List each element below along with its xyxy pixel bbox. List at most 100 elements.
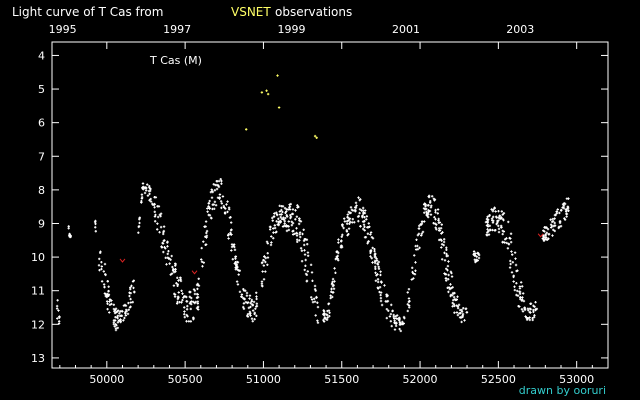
- visual-estimate-point: [412, 272, 415, 275]
- visual-estimate-point: [140, 193, 144, 196]
- visual-estimate-point: [209, 216, 213, 220]
- visual-estimate-point: [269, 225, 272, 229]
- visual-estimate-point: [516, 294, 520, 297]
- visual-estimate-point: [448, 287, 452, 291]
- visual-estimate-point: [369, 251, 372, 255]
- visual-estimate-point: [399, 329, 403, 333]
- visual-estimate-point: [295, 215, 299, 218]
- visual-estimate-point: [410, 278, 413, 281]
- visual-estimate-point: [210, 196, 214, 199]
- visual-estimate-point: [255, 295, 258, 298]
- visual-estimate-point: [459, 311, 462, 315]
- visual-estimate-point: [148, 192, 151, 196]
- visual-estimate-point: [440, 246, 443, 249]
- title-prefix: Light curve of T Cas from: [12, 5, 163, 19]
- visual-estimate-point: [115, 324, 118, 327]
- visual-estimate-point: [523, 306, 526, 310]
- visual-estimate-point: [326, 316, 329, 319]
- visual-estimate-point: [552, 228, 555, 232]
- visual-estimate-point: [453, 311, 456, 314]
- visual-estimate-point: [363, 225, 366, 229]
- visual-estimate-point: [285, 210, 288, 213]
- visual-estimate-point: [367, 222, 370, 225]
- visual-estimate-point: [526, 317, 530, 320]
- visual-estimate-point: [137, 231, 140, 234]
- visual-estimate-point: [542, 239, 546, 243]
- visual-estimate-point: [451, 286, 454, 289]
- visual-estimate-point: [549, 226, 553, 229]
- visual-estimate-point: [314, 314, 317, 317]
- visual-estimate-point: [249, 305, 252, 309]
- visual-estimate-point: [428, 209, 432, 213]
- visual-estimate-point: [246, 301, 250, 304]
- visual-estimate-point: [272, 231, 275, 234]
- visual-estimate-point: [348, 211, 352, 215]
- visual-estimate-point: [158, 231, 161, 234]
- visual-estimate-point: [294, 218, 297, 221]
- visual-estimate-point: [164, 256, 167, 260]
- visual-estimate-point: [549, 223, 553, 226]
- visual-estimate-point: [290, 212, 294, 216]
- visual-estimate-point: [280, 217, 284, 221]
- visual-estimate-point: [148, 186, 151, 189]
- visual-estimate-point: [555, 212, 558, 215]
- visual-estimate-point: [248, 297, 251, 300]
- visual-estimate-point: [153, 206, 156, 209]
- visual-estimate-point: [501, 232, 504, 236]
- visual-estimate-point: [425, 212, 429, 216]
- visual-estimate-point: [240, 293, 244, 296]
- visual-estimate-point: [305, 280, 309, 283]
- visual-estimate-point: [501, 213, 504, 216]
- visual-estimate-point: [306, 251, 310, 254]
- visual-estimate-point: [495, 216, 498, 219]
- visual-estimate-point: [234, 257, 237, 260]
- visual-estimate-point: [366, 240, 370, 244]
- visual-estimate-point: [181, 298, 184, 302]
- visual-estimate-point: [547, 232, 551, 236]
- x-tick-label: 50000: [89, 373, 124, 386]
- visual-estimate-point: [283, 219, 286, 223]
- visual-estimate-point: [487, 229, 490, 233]
- y-tick-label: 9: [38, 217, 45, 230]
- visual-estimate-point: [67, 227, 70, 230]
- visual-estimate-point: [549, 218, 552, 221]
- visual-estimate-point: [280, 213, 283, 216]
- visual-estimate-point: [55, 304, 59, 308]
- data-points: [55, 74, 570, 333]
- visual-estimate-point: [327, 309, 331, 312]
- visual-estimate-point: [388, 315, 392, 318]
- visual-estimate-point: [488, 228, 492, 231]
- x-tick-label: 53000: [559, 373, 594, 386]
- visual-estimate-point: [189, 300, 192, 304]
- visual-estimate-point: [366, 232, 370, 235]
- visual-estimate-point: [368, 225, 371, 228]
- visual-estimate-point: [433, 199, 436, 202]
- visual-estimate-point: [235, 265, 239, 268]
- visual-estimate-point: [311, 300, 315, 304]
- visual-estimate-point: [543, 236, 546, 239]
- visual-estimate-point: [429, 213, 433, 216]
- highlight-point: [276, 74, 279, 77]
- visual-estimate-point: [314, 289, 317, 292]
- visual-estimate-point: [140, 196, 144, 199]
- visual-estimate-point: [205, 231, 208, 235]
- visual-estimate-point: [202, 261, 205, 264]
- visual-estimate-point: [378, 290, 381, 294]
- visual-estimate-point: [496, 221, 499, 224]
- visual-estimate-point: [106, 307, 109, 311]
- visual-estimate-point: [177, 295, 180, 299]
- visual-estimate-point: [345, 230, 349, 233]
- visual-estimate-point: [300, 249, 304, 252]
- visual-estimate-point: [414, 248, 418, 251]
- visual-estimate-point: [113, 311, 117, 315]
- visual-estimate-point: [110, 302, 113, 306]
- visual-estimate-point: [183, 310, 186, 313]
- visual-estimate-point: [567, 209, 570, 212]
- visual-estimate-point: [359, 225, 362, 228]
- visual-estimate-point: [162, 250, 165, 254]
- visual-estimate-point: [271, 219, 274, 222]
- visual-estimate-point: [316, 305, 320, 309]
- visual-estimate-point: [334, 257, 337, 261]
- y-tick-label: 5: [38, 83, 45, 96]
- visual-estimate-point: [450, 287, 453, 290]
